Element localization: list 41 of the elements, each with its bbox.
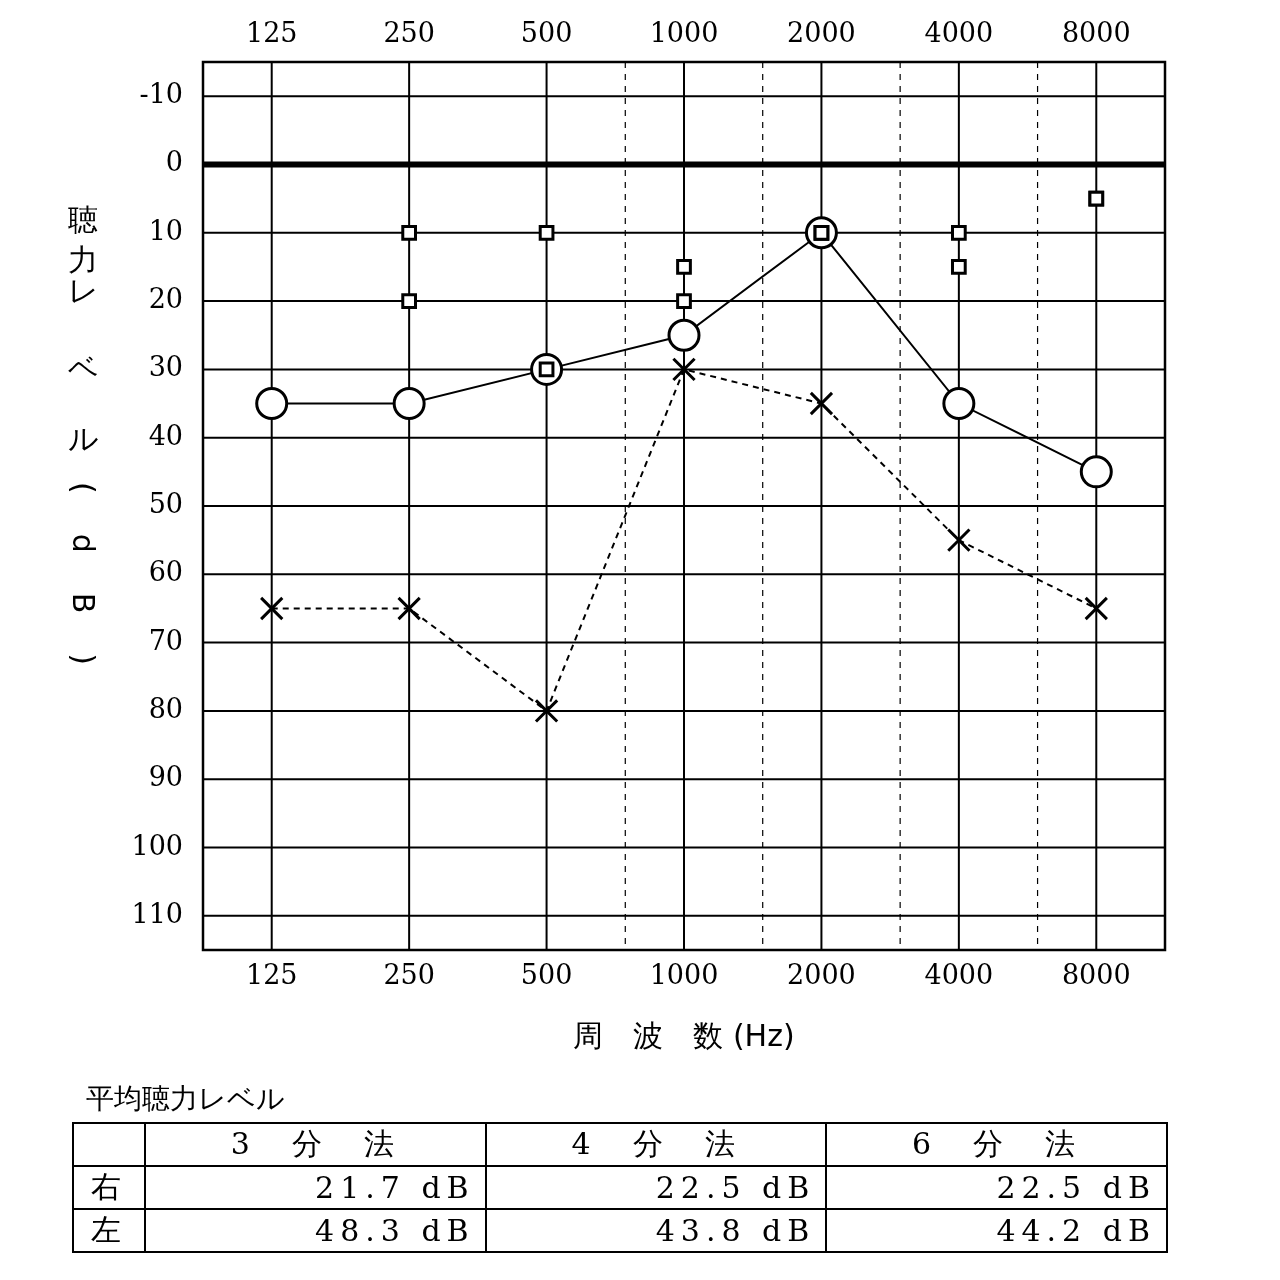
category-label: 500 <box>520 16 573 48</box>
text: 平均聴力レベル <box>86 1081 286 1117</box>
y-tick-label: 90 <box>148 761 183 793</box>
category-label: 1000 <box>649 16 719 48</box>
y-tick-label: 40 <box>148 419 183 451</box>
y-tick-label: 60 <box>148 556 183 588</box>
category-label: 右 <box>91 1169 127 1204</box>
y-tick-label: 10 <box>148 214 183 246</box>
text: 48.3 dB <box>315 1213 475 1248</box>
category-label: 8000 <box>1061 16 1131 48</box>
text: 44.2 dB <box>996 1213 1156 1248</box>
x-axis-title: 周 波 数 (Hz) <box>573 1017 795 1053</box>
y-tick-label: 70 <box>148 624 183 656</box>
category-label: 250 <box>383 16 435 48</box>
category-label: 6 分 法 <box>826 1123 1167 1166</box>
y-tick-label: 30 <box>148 351 183 383</box>
y-axis-title: 聴力レベル(dB) <box>65 180 102 708</box>
x-tick-label: 8000 <box>1061 959 1131 991</box>
category-label: 左 <box>91 1212 127 1247</box>
text: 21.7 dB <box>315 1170 475 1205</box>
category-label: 4000 <box>924 16 994 48</box>
text: 22.5 dB <box>996 1170 1156 1205</box>
category-label: 2000 <box>787 16 856 48</box>
x-tick-label: 125 <box>245 959 298 991</box>
y-tick-label: -10 <box>139 78 183 110</box>
y-tick-label: 80 <box>148 692 183 724</box>
y-tick-label: 50 <box>148 488 183 520</box>
category-label: 125 <box>245 16 298 48</box>
x-tick-label: 4000 <box>924 959 994 991</box>
category-label: 4 分 法 <box>485 1123 827 1166</box>
text: 22.5 dB <box>655 1170 816 1205</box>
y-tick-label: 110 <box>131 897 183 929</box>
x-tick-label: 500 <box>520 959 573 991</box>
category-label: 3 分 法 <box>145 1123 486 1166</box>
y-tick-label: 100 <box>131 829 183 861</box>
x-tick-label: 2000 <box>787 959 856 991</box>
y-tick-label: 0 <box>165 146 183 178</box>
x-tick-label: 1000 <box>649 959 719 991</box>
text: 43.8 dB <box>655 1213 816 1248</box>
y-tick-label: 20 <box>148 283 183 315</box>
x-tick-label: 250 <box>383 959 435 991</box>
